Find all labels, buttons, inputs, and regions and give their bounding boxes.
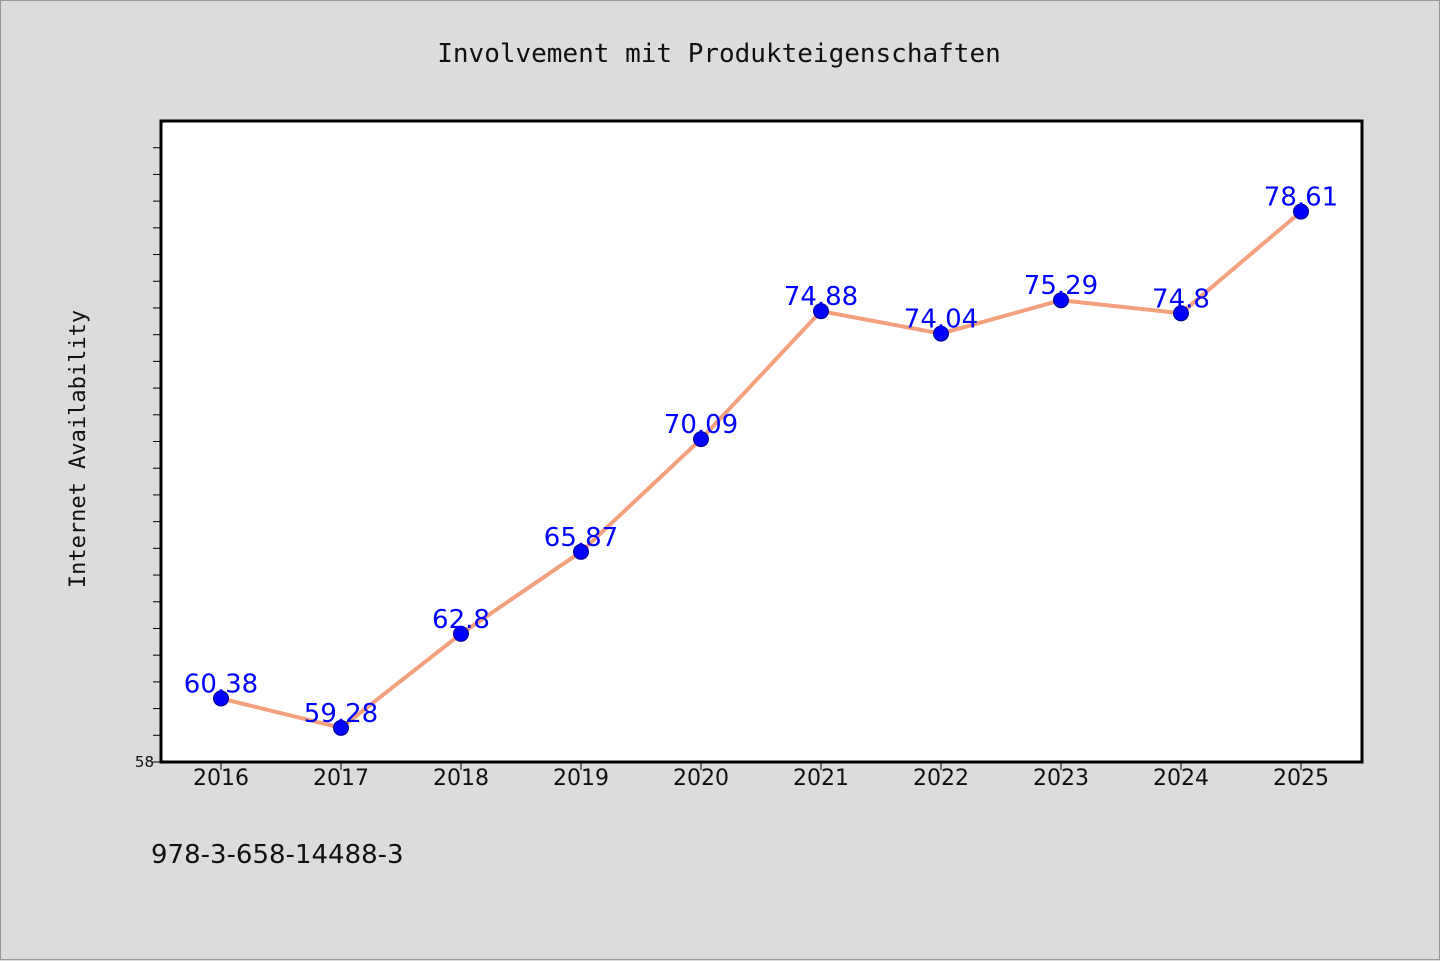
data-point [1053,292,1069,309]
x-tick-label: 2025 [1273,766,1329,791]
y-axis-label: Internet Availability [66,310,91,588]
data-label: 59.28 [304,699,378,729]
x-tick-label: 2017 [313,766,369,791]
x-tick-label: 2021 [793,766,849,791]
data-label: 60.38 [184,669,258,699]
data-label: 70.09 [664,410,738,440]
data-point [813,303,829,320]
x-tick-label: 2020 [673,766,729,791]
data-label: 74.8 [1152,284,1210,314]
chart-title: Involvement mit Produkteigenschaften [437,39,1001,69]
data-point [213,690,229,707]
y-axis-min-label: 58 [135,753,154,771]
data-point [453,625,469,642]
data-label: 65.87 [544,523,618,553]
data-point [1293,203,1309,220]
y-axis-ticks [151,147,161,763]
x-tick-label: 2018 [433,766,489,791]
data-point [573,543,589,560]
x-tick-label: 2022 [913,766,969,791]
data-label: 78.61 [1264,183,1338,213]
data-points [213,203,1309,736]
data-point [933,325,949,342]
x-axis: 2016 2017 2018 2019 2020 2021 2022 2023 2024 2025 [193,762,1329,791]
x-tick-label: 2019 [553,766,609,791]
data-labels: 60.38 59.28 62.8 65.87 70.09 74.88 74.04 75.29 7… [184,183,1338,729]
x-tick-label: 2016 [193,766,249,791]
series-line [219,209,1303,730]
data-label: 74.04 [904,305,978,335]
data-point [1173,305,1189,322]
x-tick-label: 2023 [1033,766,1089,791]
data-point [693,431,709,448]
isbn-footer: 978-3-658-14488-3 [151,840,404,870]
plot-area [159,119,1364,764]
data-label: 74.88 [784,282,858,312]
data-label: 75.29 [1024,271,1098,301]
data-point [333,719,349,736]
x-tick-label: 2024 [1153,766,1209,791]
data-label: 62.8 [432,605,490,635]
